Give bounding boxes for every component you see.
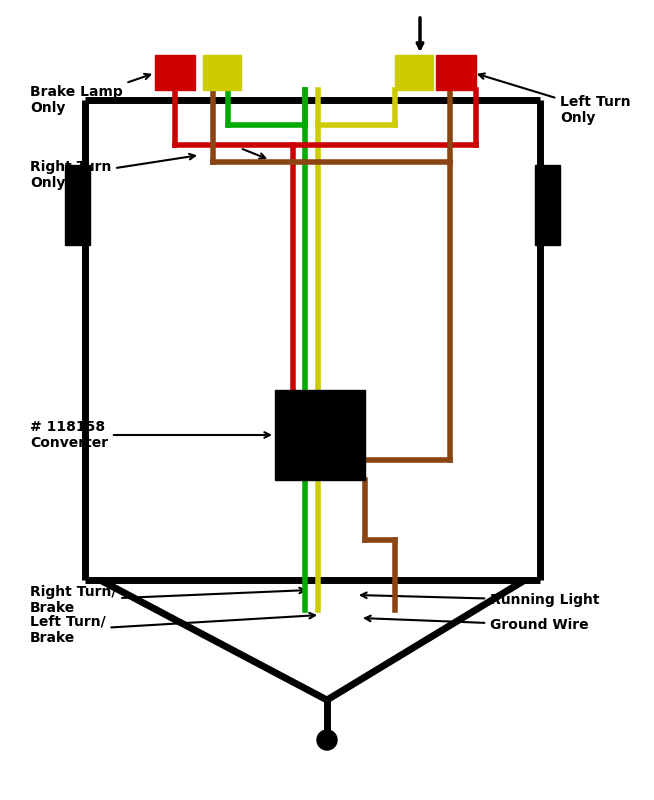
Bar (155, 55, 195, 90)
Text: Running Light: Running Light (361, 593, 600, 607)
Text: Left Turn
Only: Left Turn Only (479, 74, 630, 125)
Text: Ground Wire: Ground Wire (365, 616, 589, 632)
Bar (203, 55, 241, 90)
Text: # 118158
Converter: # 118158 Converter (30, 420, 270, 450)
Text: Brake Lamp
Only: Brake Lamp Only (30, 74, 150, 115)
Bar (535, 165, 560, 245)
Bar (65, 165, 90, 245)
Text: Right Turn
Only: Right Turn Only (30, 154, 195, 190)
Bar (436, 55, 476, 90)
Text: Right Turn/
Brake: Right Turn/ Brake (30, 585, 305, 615)
Circle shape (317, 730, 337, 750)
Bar (275, 390, 365, 480)
Text: Left Turn/
Brake: Left Turn/ Brake (30, 613, 315, 645)
Bar (395, 55, 433, 90)
